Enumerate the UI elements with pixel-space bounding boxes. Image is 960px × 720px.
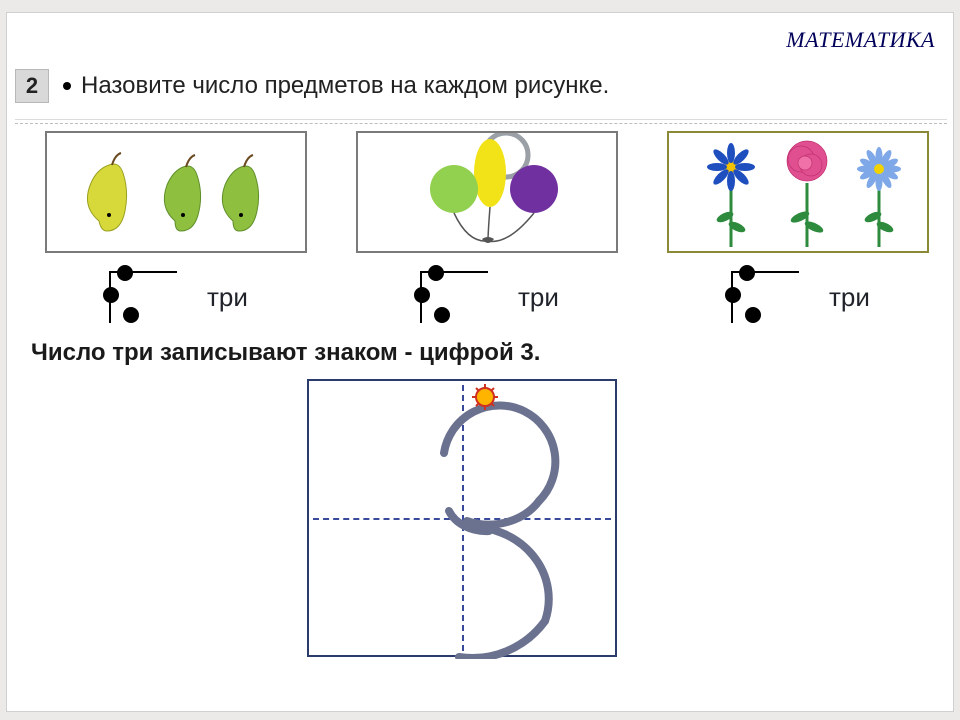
subject-label: МАТЕМАТИКА <box>786 27 935 53</box>
page: МАТЕМАТИКА 2 Назовите число предметов на… <box>6 12 954 712</box>
rule-line <box>15 119 947 120</box>
bullet-icon <box>63 82 71 90</box>
dots-unit-3: три <box>667 271 929 323</box>
task-row: 2 Назовите число предметов на каждом рис… <box>15 69 609 103</box>
number-three-strokes <box>309 381 619 659</box>
label-three-3: три <box>829 282 870 313</box>
count-dots-icon <box>731 271 799 323</box>
statement-text: Число три записывают знаком - цифрой 3. <box>31 339 540 367</box>
drawing-grid <box>307 379 617 657</box>
flowers-card <box>667 131 929 253</box>
dots-row: три три три <box>45 271 929 323</box>
rule-dashed <box>15 123 947 124</box>
task-text: Назовите число предметов на каждом рисун… <box>81 72 609 100</box>
pears-card <box>45 131 307 253</box>
count-dots-icon <box>420 271 488 323</box>
task-number: 2 <box>15 69 49 103</box>
balloons-card <box>356 131 618 253</box>
pears-illustration <box>47 133 309 255</box>
cards-row <box>45 131 929 253</box>
dots-unit-1: три <box>45 271 307 323</box>
label-three-2: три <box>518 282 559 313</box>
count-dots-icon <box>109 271 177 323</box>
label-three-1: три <box>207 282 248 313</box>
balloons-illustration <box>358 133 620 255</box>
flowers-illustration <box>669 133 931 255</box>
dots-unit-2: три <box>356 271 618 323</box>
